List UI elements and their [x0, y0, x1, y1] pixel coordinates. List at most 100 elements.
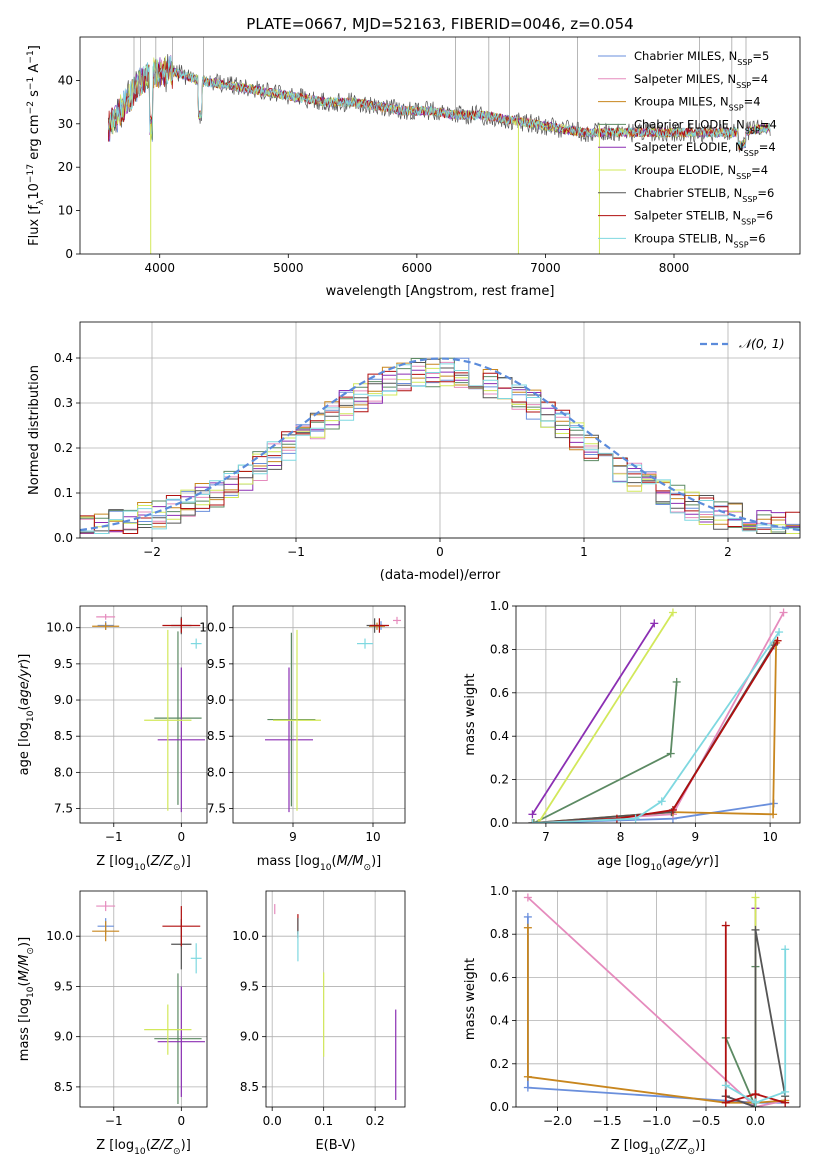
- ytick-label: 9.5: [207, 657, 226, 671]
- series-marker-4: [528, 810, 537, 819]
- series-line-6: [532, 644, 775, 823]
- ytick-label: 0.8: [490, 642, 509, 656]
- x-axis-label: mass [log10(M/M⊙)]: [257, 854, 381, 873]
- xtick-label: 10: [762, 830, 777, 844]
- ytick-label: 0.2: [490, 1057, 509, 1071]
- ytick-label: 8.5: [54, 1080, 73, 1094]
- series-marker-8: [657, 797, 666, 806]
- series-line-3: [533, 681, 678, 823]
- xtick-label: 0.2: [366, 1114, 385, 1128]
- series-marker-1: [523, 893, 532, 902]
- panel-massweight_vs_Z: −2.0 −1.5 −1.0 −0.5 0.0 0.0 0.2 0.4 0.6 0.8 1.0 mas…: [463, 884, 801, 1157]
- series-line-6: [725, 929, 787, 1107]
- xtick-label: 0: [178, 830, 186, 844]
- ytick-label: 0.4: [490, 729, 509, 743]
- ytick-label: 7.5: [54, 802, 73, 816]
- legend-entry-0: Chabrier MILES, NSSP=5: [634, 49, 769, 67]
- plot-area-mass_vs_Z: [92, 901, 205, 1104]
- series-marker-2: [523, 923, 532, 932]
- series-marker-5: [751, 893, 760, 902]
- ytick-label: 9.0: [207, 693, 226, 707]
- series-marker-4: [650, 619, 659, 628]
- xtick-label: 9: [692, 830, 700, 844]
- series-marker-7: [668, 805, 677, 814]
- series-line-4: [531, 622, 656, 815]
- axes-frame: [79, 321, 801, 539]
- ytick-label: 10.0: [46, 621, 73, 635]
- series-line-3: [724, 966, 757, 1107]
- series-marker-7: [751, 1090, 760, 1099]
- ytick-label: 8.0: [54, 765, 73, 779]
- x-axis-label: Z [log10(Z/Z⊙)]: [96, 854, 191, 873]
- xtick-label: 10: [365, 830, 380, 844]
- legend-gaussian-label: 𝒩(0, 1): [739, 336, 785, 351]
- plot-area-residuals: [80, 357, 800, 534]
- xtick-label: −0.5: [691, 1114, 720, 1128]
- y-axis-label: mass weight: [463, 673, 478, 755]
- xtick-label: 8: [617, 830, 625, 844]
- axes-frame: [79, 605, 208, 824]
- series-marker-8: [751, 1098, 760, 1107]
- xtick-label: 7: [542, 830, 550, 844]
- spectrum-line-8: [107, 56, 771, 150]
- panel-mass_vs_Z: −1 0 8.5 9.0 9.5 10.0 Z [log10(Z/Z⊙)] mass [log…: [17, 890, 208, 1157]
- series-line-8: [725, 949, 787, 1104]
- series-marker-7: [721, 921, 730, 930]
- axes-frame: [265, 890, 406, 1108]
- series-marker-2: [769, 810, 778, 819]
- ytick-label: 9.5: [240, 979, 259, 993]
- axes-frame: [79, 36, 801, 255]
- series-line-7: [532, 640, 779, 823]
- ytick-label: 0.2: [490, 773, 509, 787]
- ytick-label: 0.6: [490, 686, 509, 700]
- xtick-label: 0.1: [314, 1114, 333, 1128]
- y-axis-label: mass weight: [463, 958, 478, 1040]
- series-marker-8: [781, 1087, 790, 1096]
- xtick-label: −2.0: [543, 1114, 572, 1128]
- xtick-label: 8000: [659, 261, 690, 275]
- panel-spectrum: 4000 5000 6000 7000 8000 0 10 20 30 40 wavelength …: [26, 36, 801, 299]
- series-line-4: [725, 908, 757, 1107]
- ytick-label: 0: [65, 247, 73, 261]
- series-marker-8: [775, 628, 784, 637]
- histogram-7: [80, 370, 800, 534]
- grid-mass_vs_Z: [80, 891, 207, 1107]
- series-line-7: [724, 925, 786, 1104]
- figure-title: PLATE=0667, MJD=52163, FIBERID=0046, z=0…: [246, 15, 633, 33]
- ytick-label: 20: [58, 160, 73, 174]
- ytick-label: 0.0: [490, 816, 509, 830]
- series-line-2: [532, 642, 777, 823]
- series-marker-7: [721, 1098, 730, 1107]
- ytick-label: 0.6: [490, 970, 509, 984]
- x-axis-label: (data-model)/error: [380, 568, 501, 583]
- xtick-label: 0: [178, 1114, 186, 1128]
- series-marker-2: [523, 1072, 532, 1081]
- series-marker-8: [631, 814, 640, 823]
- grid-mass_vs_ebv: [266, 891, 405, 1107]
- panel-age_vs_mass: 9 10 7.5 8.0 8.5 9.0 9.5 10.0 mass [log10(M/M⊙)]: [199, 605, 406, 873]
- xtick-label: 5000: [273, 261, 304, 275]
- legend: Chabrier MILES, NSSP=5 Salpeter MILES, NS…: [598, 49, 777, 249]
- ytick-label: 0.4: [54, 351, 73, 365]
- axes-frame: [79, 890, 208, 1108]
- xtick-label: −1.0: [642, 1114, 671, 1128]
- histogram-5: [80, 367, 800, 534]
- ytick-label: 0.0: [490, 1100, 509, 1114]
- ytick-label: 9.5: [54, 979, 73, 993]
- x-axis-label: age [log10(age/yr)]: [597, 854, 719, 873]
- series-marker-8: [721, 1081, 730, 1090]
- ytick-label: 9.0: [54, 693, 73, 707]
- series-line-1: [532, 612, 785, 823]
- series-line-8: [532, 631, 780, 823]
- ytick-label: 1.0: [490, 884, 509, 898]
- ytick-label: 8.0: [207, 765, 226, 779]
- ytick-label: 10.0: [199, 621, 226, 635]
- panel-mass_vs_ebv: 0.0 0.1 0.2 8.5 9.0 9.5 10.0 E(B-V): [232, 890, 406, 1153]
- series-marker-7: [781, 1098, 790, 1107]
- legend-entry-6: Chabrier STELIB, NSSP=6: [634, 186, 774, 204]
- grid-age_vs_Z: [80, 606, 207, 823]
- xtick-label: 0.0: [263, 1114, 282, 1128]
- xtick-label: −1: [105, 1114, 123, 1128]
- legend-entry-1: Salpeter MILES, NSSP=4: [634, 72, 768, 90]
